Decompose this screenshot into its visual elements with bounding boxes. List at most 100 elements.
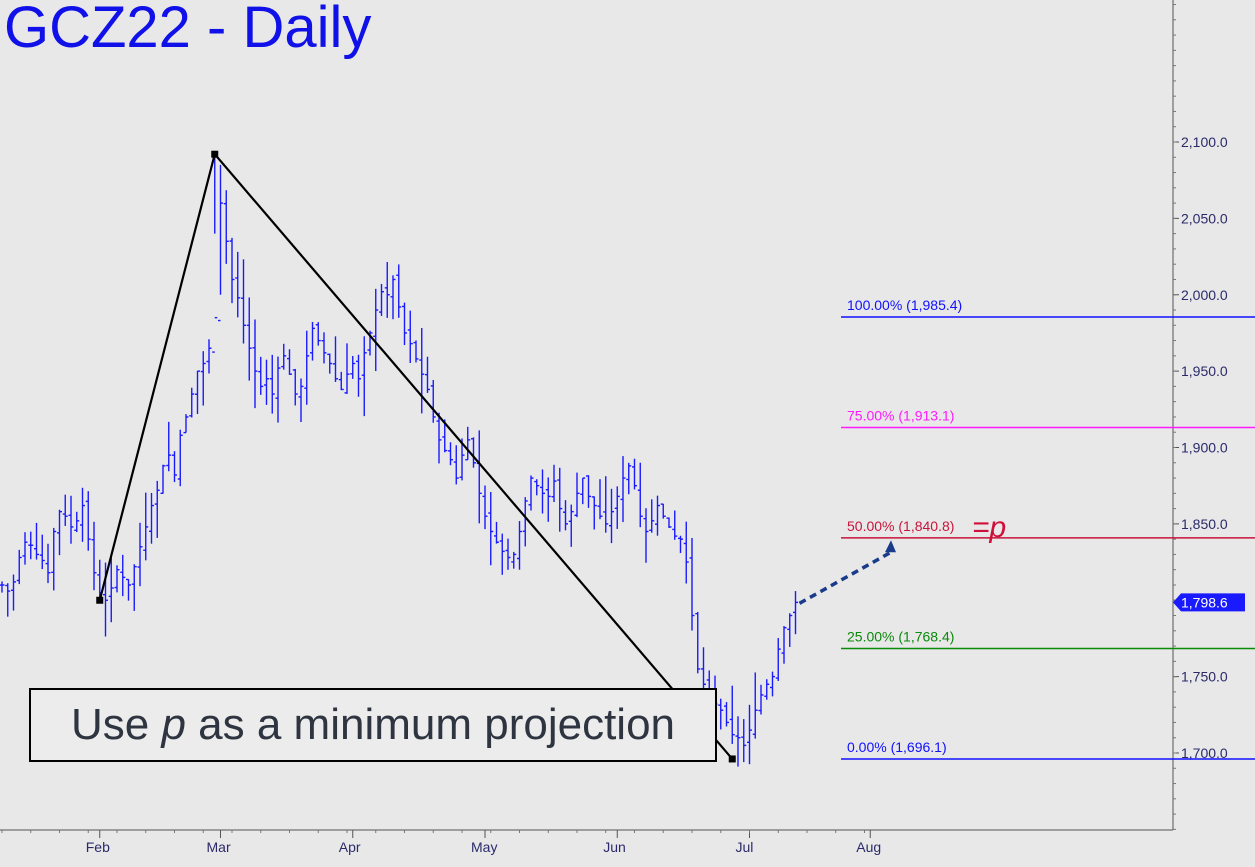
- price-bar: [517, 521, 522, 570]
- price-bar: [68, 495, 74, 544]
- price-bar: [557, 467, 563, 532]
- note-text-after: as a minimum projection: [185, 700, 676, 749]
- price-bar: [212, 154, 218, 353]
- price-bar: [505, 538, 511, 570]
- target-p-label: =p: [972, 511, 1007, 544]
- price-bar: [770, 671, 775, 697]
- pivot-marker: [96, 596, 104, 604]
- price-bar: [747, 704, 752, 765]
- y-tick-label: 1,900.0: [1181, 440, 1228, 456]
- price-bar: [528, 475, 534, 511]
- price-bar: [689, 538, 695, 631]
- y-tick-label: 1,850.0: [1181, 516, 1228, 532]
- price-bar: [241, 259, 246, 344]
- x-tick-label: Aug: [856, 839, 881, 855]
- note-variable: p: [161, 700, 186, 749]
- price-bar: [183, 414, 189, 434]
- price-bar: [580, 477, 586, 505]
- price-bar: [775, 638, 781, 681]
- price-bar: [28, 531, 34, 560]
- axis-layer: 2,100.0 2,050.0 2,000.0 1,950.0 1,900.0 1,850…: [0, 0, 1245, 855]
- price-bar: [315, 322, 321, 346]
- price-bar: [350, 355, 356, 379]
- price-bar: [666, 517, 672, 528]
- price-bar: [637, 462, 643, 528]
- price-bar: [177, 429, 183, 487]
- price-bar: [425, 356, 430, 393]
- price-bar: [402, 302, 407, 346]
- x-tick-label: May: [471, 839, 497, 855]
- price-bar: [310, 321, 315, 361]
- price-bar: [57, 509, 62, 556]
- price-bar: [476, 430, 482, 524]
- y-tick-label: 2,100.0: [1181, 134, 1228, 150]
- price-bar: [752, 672, 758, 739]
- fib-level-label: 25.00% (1,768.4): [847, 629, 954, 645]
- price-bar: [137, 522, 143, 587]
- price-bar: [34, 522, 39, 560]
- price-bar: [16, 549, 22, 585]
- x-tick-label: Feb: [86, 839, 110, 855]
- price-bar: [718, 698, 724, 730]
- price-bar: [459, 438, 465, 481]
- price-bar: [534, 479, 540, 496]
- price-bar: [603, 476, 609, 533]
- price-bar: [724, 702, 729, 727]
- fibonacci-levels: 100.00% (1,985.4) 75.00% (1,913.1) 50.00% …: [841, 297, 1255, 760]
- x-tick-label: Mar: [207, 839, 231, 855]
- projection-arrow-shaft: [798, 550, 892, 605]
- price-bar: [287, 349, 292, 375]
- pivot-marker: [211, 150, 219, 158]
- price-bar: [264, 359, 269, 405]
- price-bar: [482, 485, 488, 530]
- price-bar: [327, 353, 333, 374]
- y-tick-label: 2,050.0: [1181, 210, 1228, 226]
- note-text-before: Use: [70, 700, 162, 749]
- pivot-marker: [728, 755, 736, 763]
- last-price-badge: [1173, 593, 1245, 612]
- price-bar: [361, 336, 367, 417]
- price-bar: [80, 487, 85, 542]
- price-bar: [683, 521, 689, 584]
- price-bar: [448, 442, 453, 466]
- price-bar: [62, 494, 68, 526]
- price-bar: [729, 685, 735, 744]
- x-tick-label: Jun: [603, 839, 626, 855]
- price-bar: [396, 264, 402, 318]
- price-bar: [131, 564, 137, 611]
- price-bar: [591, 496, 597, 530]
- price-bar: [189, 387, 195, 418]
- price-bar: [522, 497, 528, 547]
- price-bar: [436, 412, 442, 464]
- price-bar: [5, 583, 11, 617]
- price-bar: [390, 275, 396, 320]
- price-bar: [614, 486, 620, 529]
- price-bar: [442, 419, 448, 453]
- price-bar: [195, 370, 200, 415]
- projection-arrow: [798, 540, 896, 605]
- price-bar: [0, 581, 5, 593]
- price-bar: [74, 511, 80, 533]
- price-bar: [200, 351, 206, 406]
- price-bar: [298, 378, 304, 423]
- price-bar: [120, 554, 126, 597]
- price-bar: [114, 565, 120, 593]
- price-bar: [143, 492, 149, 561]
- price-bar: [465, 426, 471, 461]
- price-bar: [471, 437, 476, 468]
- price-bar: [166, 421, 172, 472]
- price-bar: [344, 343, 350, 394]
- price-bar: [453, 445, 459, 485]
- price-bar: [793, 591, 798, 635]
- price-bar: [126, 578, 131, 601]
- price-bar: [235, 251, 241, 318]
- price-bar: [540, 469, 545, 514]
- price-bar: [488, 491, 494, 566]
- price-bar: [85, 491, 91, 551]
- last-price-label: 1,798.6: [1181, 594, 1228, 610]
- price-bar: [379, 283, 384, 316]
- price-bar: [91, 521, 97, 591]
- price-bar: [741, 719, 747, 763]
- price-bar: [511, 551, 517, 569]
- price-bar: [643, 508, 649, 563]
